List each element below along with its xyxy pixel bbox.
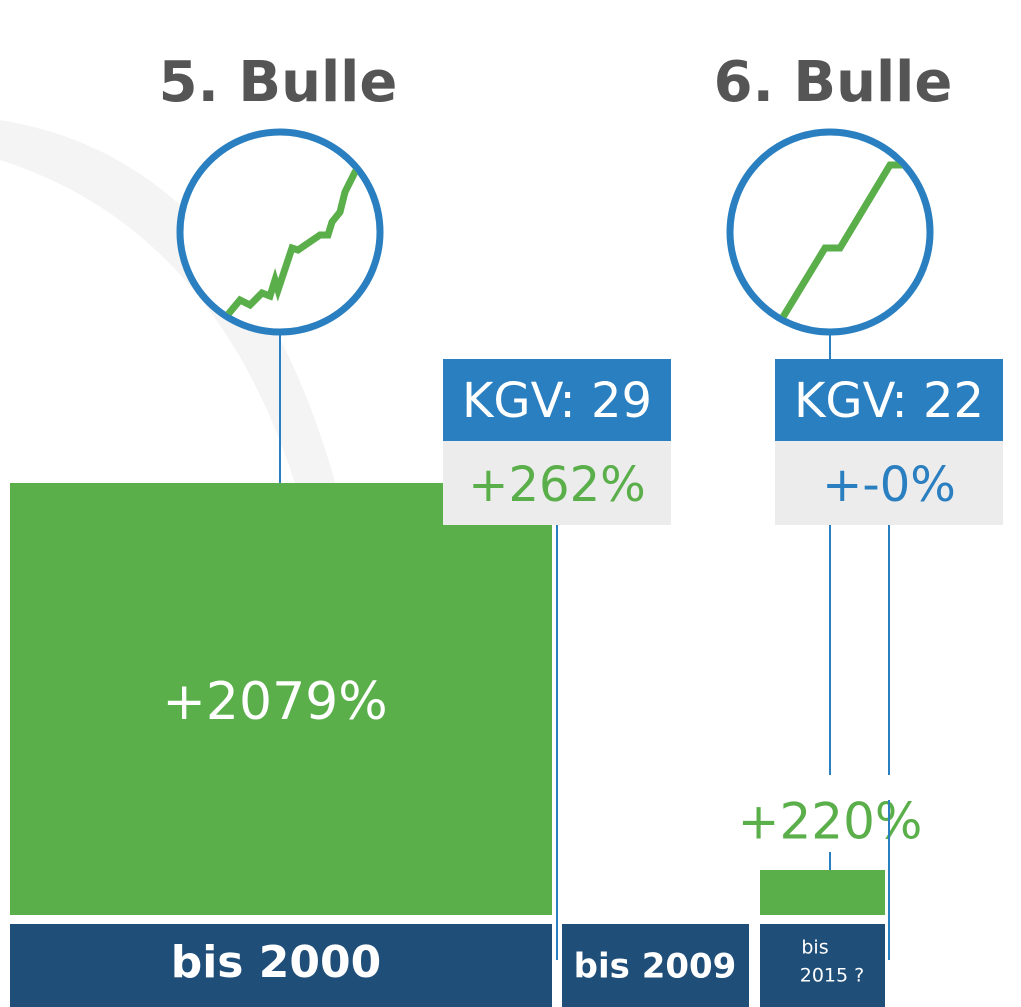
growth-block	[760, 870, 885, 915]
kgv-box	[443, 359, 671, 441]
change-box	[443, 441, 671, 525]
icon-circle	[726, 128, 934, 336]
change-box	[775, 441, 1003, 525]
growth-label: +2079%	[162, 672, 387, 732]
icon-circle	[176, 128, 384, 336]
kgv-box	[775, 359, 1003, 441]
change-label: +262%	[468, 457, 645, 513]
growth-block	[10, 483, 552, 915]
background-arc	[0, 120, 340, 500]
trend-line	[777, 161, 910, 324]
period-bar	[760, 924, 885, 1007]
growth-label: +220%	[738, 793, 923, 851]
kgv-label: KGV: 22	[794, 373, 984, 429]
period-bar	[562, 924, 749, 1007]
title: 6. Bulle	[714, 50, 953, 115]
period-label: bis 2000	[171, 937, 382, 988]
period-label: bis	[801, 937, 828, 959]
period-label: 2015 ?	[800, 965, 864, 987]
period-bar	[10, 924, 552, 1007]
period-label: bis 2009	[574, 947, 737, 987]
title: 5. Bulle	[159, 50, 398, 115]
change-label: +-0%	[822, 457, 956, 513]
kgv-label: KGV: 29	[462, 373, 652, 429]
trend-line	[222, 155, 368, 321]
